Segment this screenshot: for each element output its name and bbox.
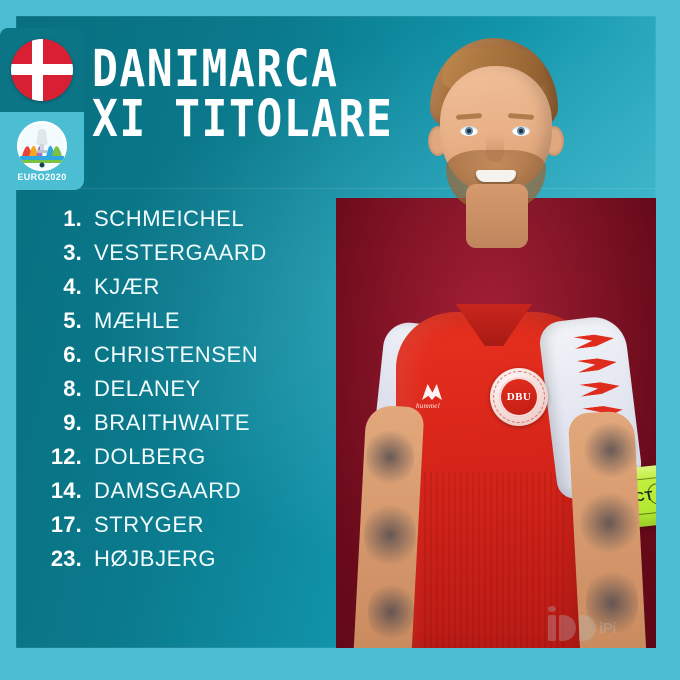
panel-divider [16, 188, 656, 189]
player-number: 12. [50, 444, 82, 469]
lineup-list: 1. SCHMEICHEL 3. VESTERGAARD 4. KJÆR 5. MÆHLE 6.… [16, 206, 336, 580]
player-number: 5. [63, 308, 82, 333]
flag-badge [0, 28, 84, 112]
player-number: 17. [50, 512, 82, 537]
tattoo [586, 566, 638, 640]
euro-2020-label: EURO2020 [17, 171, 67, 182]
player-name: CHRISTENSEN [94, 342, 259, 367]
player-number: 1. [63, 206, 82, 231]
tattoo [364, 500, 416, 570]
hummel-logo-icon: hummel [416, 384, 462, 414]
lineup-row: 23. HØJBJERG [16, 546, 336, 580]
lineup-row: 6. CHRISTENSEN [16, 342, 336, 376]
tattoo [580, 490, 638, 556]
player-name: DAMSGAARD [94, 478, 242, 503]
jersey-texture [424, 472, 566, 648]
player-pupil-left [465, 127, 473, 135]
badge-column: EURO2020 [0, 28, 84, 190]
flag-cross-horizontal [11, 64, 73, 75]
player-name: DOLBERG [94, 444, 206, 469]
player-number: 3. [63, 240, 82, 265]
lineup-row: 12. DOLBERG [16, 444, 336, 478]
player-number: 4. [63, 274, 82, 299]
player-torso: DBU hummel RESPECT [370, 226, 656, 648]
denmark-flag-icon [11, 39, 73, 101]
player-mouth [476, 170, 516, 182]
player-name: VESTERGAARD [94, 240, 267, 265]
player-name: STRYGER [94, 512, 205, 537]
player-name: MÆHLE [94, 308, 181, 333]
dbu-crest-icon: DBU [490, 368, 548, 426]
player-name: KJÆR [94, 274, 160, 299]
lineup-row: 8. DELANEY [16, 376, 336, 410]
player-number: 9. [63, 410, 82, 435]
player-neck [466, 184, 528, 248]
player-name: BRAITHWAITE [94, 410, 251, 435]
player-number: 8. [63, 376, 82, 401]
hummel-wordmark: hummel [416, 402, 440, 410]
lineup-row: 3. VESTERGAARD [16, 240, 336, 274]
player-portrait: DBU hummel RESPECT [336, 14, 656, 648]
tattoo [368, 580, 414, 644]
euro-2020-icon [17, 120, 67, 171]
title-line-2: XI TITOLARE [92, 90, 394, 150]
player-name: SCHMEICHEL [94, 206, 245, 231]
player-number: 23. [50, 546, 82, 571]
player-name: DELANEY [94, 376, 201, 401]
player-number: 6. [63, 342, 82, 367]
lineup-row: 4. KJÆR [16, 274, 336, 308]
page-title: DANIMARCA XI TITOLARE [92, 40, 422, 145]
lineup-row: 14. DAMSGAARD [16, 478, 336, 512]
tattoo [366, 426, 414, 488]
player-name: HØJBJERG [94, 546, 217, 571]
tattoo [584, 420, 638, 480]
title-line-1: DANIMARCA [92, 40, 339, 100]
player-pupil-right [517, 127, 525, 135]
lineup-row: 17. STRYGER [16, 512, 336, 546]
lineup-row: 5. MÆHLE [16, 308, 336, 342]
tournament-badge: EURO2020 [0, 112, 84, 190]
lineup-row: 1. SCHMEICHEL [16, 206, 336, 240]
player-number: 14. [50, 478, 82, 503]
lineup-row: 9. BRAITHWAITE [16, 410, 336, 444]
